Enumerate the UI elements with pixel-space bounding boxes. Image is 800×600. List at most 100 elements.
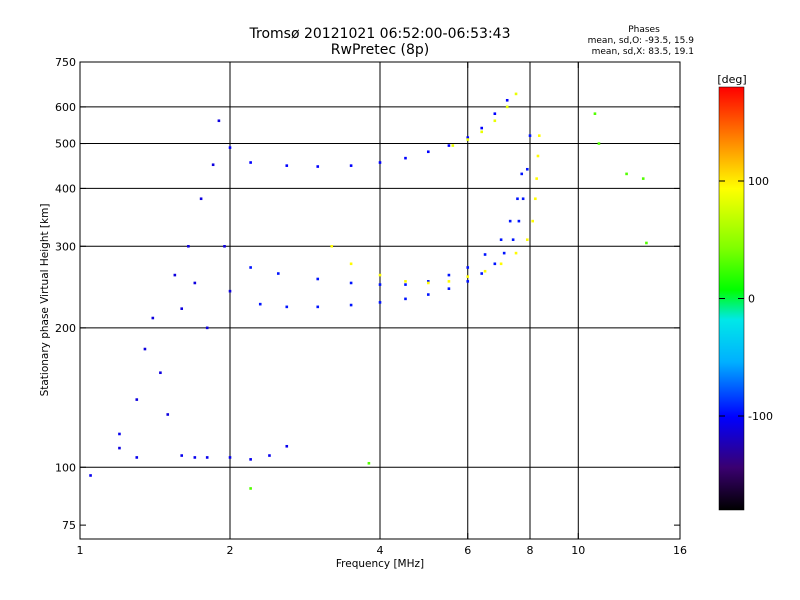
data-point <box>505 98 509 102</box>
data-point <box>349 164 353 167</box>
data-point <box>249 487 252 490</box>
data-point <box>535 177 538 180</box>
data-point <box>258 302 262 306</box>
data-point <box>205 326 209 330</box>
data-point <box>447 280 451 283</box>
data-point <box>521 197 525 201</box>
data-point <box>508 219 512 223</box>
chart-title: Tromsø 20121021 06:52:00-06:53:43 <box>249 26 511 42</box>
phase-box-line-o: mean, sd,O: -93.5, 15.9 <box>588 36 695 46</box>
y-tick-label: 600 <box>55 101 76 114</box>
data-point <box>499 262 503 266</box>
x-tick-label: 10 <box>571 544 585 557</box>
data-point <box>330 244 334 248</box>
data-point <box>159 371 162 375</box>
data-point <box>426 280 430 283</box>
data-point <box>205 456 209 459</box>
colorbar-ticks: 100 0 -100 <box>719 175 773 423</box>
data-point <box>285 305 289 309</box>
data-point <box>378 273 382 277</box>
y-tick-label: 100 <box>55 461 76 474</box>
data-point <box>426 281 430 285</box>
data-point <box>404 297 407 301</box>
colorbar-label: [deg] <box>717 73 746 86</box>
data-point <box>217 119 221 123</box>
data-point <box>447 273 451 277</box>
data-point <box>466 280 470 283</box>
data-point <box>193 456 197 459</box>
data-point <box>466 136 470 139</box>
data-point <box>180 307 184 310</box>
data-point <box>502 251 506 255</box>
data-point <box>525 167 529 171</box>
data-point <box>180 454 184 457</box>
y-tick-label: 400 <box>55 182 76 195</box>
data-point <box>223 244 226 248</box>
data-point <box>285 444 289 448</box>
data-point <box>211 163 215 167</box>
x-tick-label: 2 <box>227 544 234 557</box>
x-tick-label: 16 <box>673 544 687 557</box>
data-point <box>135 456 139 459</box>
phase-box-title: Phases <box>628 25 660 35</box>
colorbar-tick-label: 100 <box>748 175 769 188</box>
data-point <box>525 238 529 242</box>
y-tick-label: 200 <box>55 322 76 335</box>
data-point <box>483 253 487 256</box>
data-point <box>193 281 197 285</box>
data-point <box>597 142 601 145</box>
x-tick-label: 8 <box>527 544 534 557</box>
data-point <box>516 197 519 201</box>
data-point <box>447 144 451 147</box>
y-axis-ticks: 75 100 200 300 400 500 600 750 <box>55 56 680 532</box>
data-point <box>520 172 524 176</box>
y-tick-label: 300 <box>55 240 76 253</box>
data-point <box>143 347 147 351</box>
data-point <box>451 144 455 147</box>
y-axis-label: Stationary phase Virtual Height [km] <box>39 204 51 397</box>
data-point <box>228 289 232 293</box>
data-point <box>480 272 484 275</box>
x-tick-label: 6 <box>464 544 471 557</box>
colorbar-tick-label: 0 <box>748 293 755 306</box>
data-point <box>625 172 628 176</box>
data-point <box>249 266 252 269</box>
data-point <box>645 241 648 245</box>
data-point <box>249 458 252 461</box>
data-point <box>166 413 170 416</box>
data-point <box>378 161 382 164</box>
data-point <box>378 301 382 304</box>
y-tick-label: 75 <box>62 519 76 532</box>
data-point <box>349 303 353 307</box>
data-point <box>187 244 190 248</box>
data-point <box>173 273 177 277</box>
data-point <box>517 219 521 223</box>
data-point <box>249 161 252 164</box>
data-point <box>276 272 280 275</box>
data-point <box>228 146 232 149</box>
data-point <box>268 454 271 457</box>
data-point <box>349 262 353 266</box>
data-point <box>536 154 540 158</box>
x-axis-ticks: 1 2 4 6 8 10 16 <box>77 62 687 557</box>
x-tick-label: 4 <box>377 544 384 557</box>
data-point <box>367 461 371 465</box>
x-tick-label: 1 <box>77 544 84 557</box>
data-point <box>447 287 451 290</box>
data-point <box>493 119 497 123</box>
data-point <box>534 197 537 201</box>
data-point <box>466 138 470 141</box>
data-point <box>466 275 470 278</box>
data-points <box>89 92 648 490</box>
chart-subtitle: RwPretec (8p) <box>331 42 429 58</box>
data-point <box>531 219 534 223</box>
y-tick-label: 750 <box>55 56 76 69</box>
data-point <box>426 293 430 296</box>
data-point <box>118 432 121 436</box>
data-point <box>480 126 484 130</box>
y-tick-label: 500 <box>55 138 76 151</box>
data-point <box>378 283 382 286</box>
data-point <box>514 92 518 96</box>
data-point <box>528 134 532 137</box>
